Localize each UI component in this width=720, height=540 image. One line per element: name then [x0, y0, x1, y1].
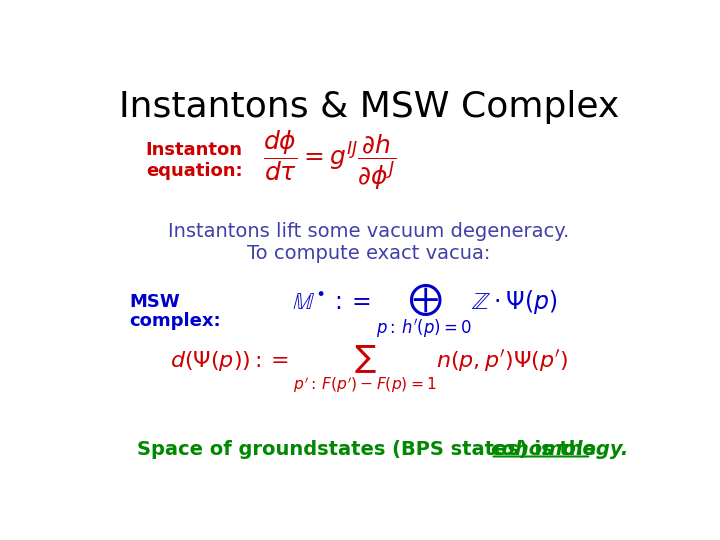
- Text: $d(\Psi(p)) := \sum_{p':\,F(p')-F(p)=1} n(p,p')\Psi(p')$: $d(\Psi(p)) := \sum_{p':\,F(p')-F(p)=1} …: [170, 343, 568, 395]
- Text: Instantons lift some vacuum degeneracy.: Instantons lift some vacuum degeneracy.: [168, 221, 570, 241]
- Text: $\dfrac{d\phi}{d\tau} = g^{IJ}\dfrac{\partial h}{\partial \phi^J}$: $\dfrac{d\phi}{d\tau} = g^{IJ}\dfrac{\pa…: [264, 129, 397, 192]
- Text: MSW: MSW: [129, 293, 180, 311]
- Text: equation:: equation:: [145, 162, 243, 180]
- Text: cohomology.: cohomology.: [490, 440, 629, 459]
- Text: Instantons & MSW Complex: Instantons & MSW Complex: [119, 90, 619, 124]
- Text: $\mathbb{M}^\bullet := \bigoplus_{p:\,h'(p)=0} \mathbb{Z} \cdot \Psi(p)$: $\mathbb{M}^\bullet := \bigoplus_{p:\,h'…: [292, 281, 557, 341]
- Text: To compute exact vacua:: To compute exact vacua:: [247, 245, 491, 264]
- Text: Space of groundstates (BPS states) is the: Space of groundstates (BPS states) is th…: [138, 440, 603, 459]
- Text: Instanton: Instanton: [145, 141, 243, 159]
- Text: complex:: complex:: [129, 312, 221, 329]
